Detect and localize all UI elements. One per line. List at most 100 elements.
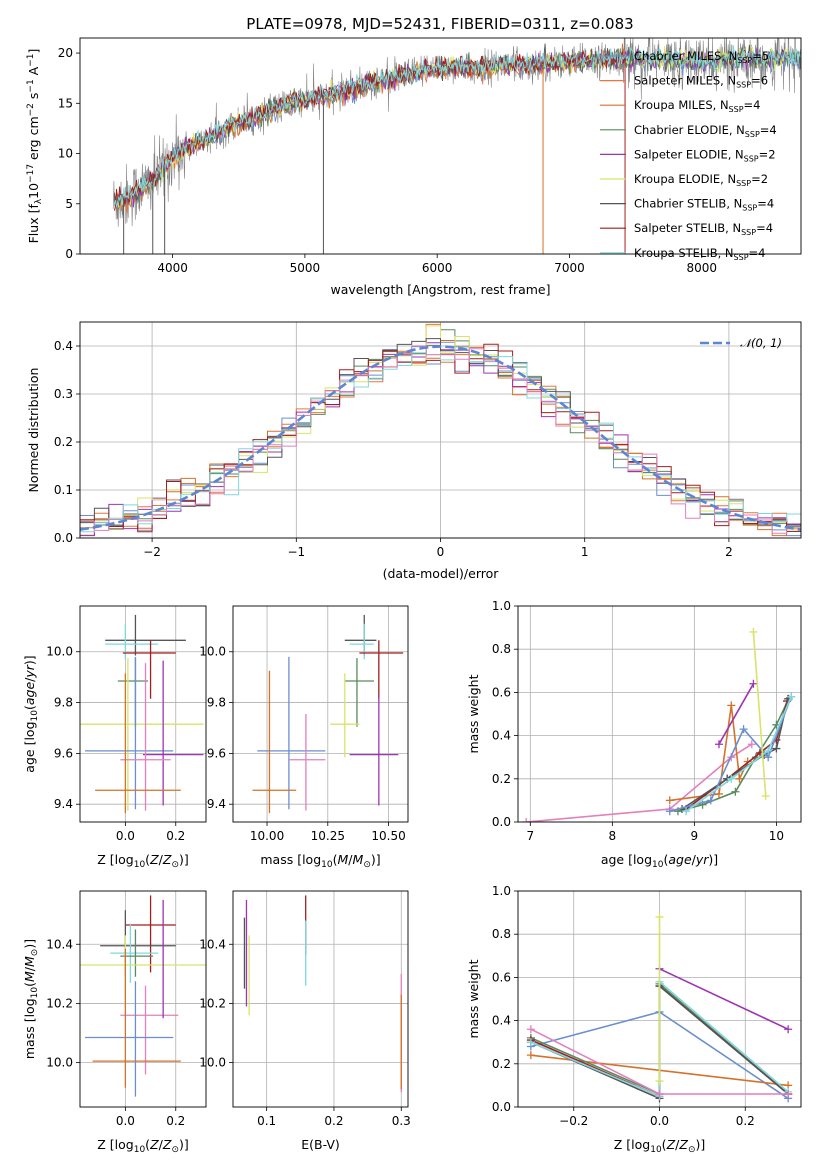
label-part: Z — [678, 1137, 688, 1152]
legend-label: Salpeter STELIB, NSSP=4 — [634, 221, 773, 237]
y-tick-label: 0.8 — [492, 927, 511, 941]
y-tick-label: 0.1 — [54, 483, 73, 497]
x-tick-label: 0 — [437, 545, 445, 559]
x-axis-label: E(B-V) — [301, 1137, 340, 1152]
residuals-panel: −2 −1 0 1 2 0.0 0.1 0.2 0.3 0.4 𝒩(0, 1) (data-model… — [26, 321, 802, 581]
legend-label: Salpeter MILES, NSSP=6 — [634, 74, 768, 90]
data-point — [110, 923, 159, 983]
legend-n: =2 — [751, 172, 768, 186]
x-axis-label: Z [log10(Z/Z⊙)] — [97, 852, 189, 870]
axes-frame — [517, 890, 802, 1108]
legend-n: =4 — [744, 98, 761, 112]
label-part: 10 — [652, 860, 664, 870]
y-tick-label: 0.6 — [492, 685, 511, 699]
legend-sub: SSP — [736, 179, 751, 188]
legend-label: 𝒩(0, 1) — [740, 336, 782, 350]
data-point — [120, 663, 171, 811]
series-line — [659, 968, 789, 1030]
y-tick-label: 0.3 — [54, 387, 73, 401]
weight-series — [682, 692, 796, 816]
label-part: 10 — [26, 183, 41, 199]
x-tick-label: 7 — [526, 829, 534, 843]
y-tick-label: 0.6 — [492, 970, 511, 984]
label-part: M — [353, 852, 364, 867]
x-axis-label: Z [log10(Z/Z⊙)] — [97, 1137, 189, 1155]
series-marker — [522, 818, 531, 822]
series-line — [718, 683, 755, 745]
legend-entry: Salpeter ELODIE, NSSP=2 — [600, 147, 776, 163]
y-tick-label: 10.4 — [46, 937, 73, 951]
legend-label: Salpeter ELODIE, NSSP=2 — [634, 147, 776, 163]
label-part: / — [159, 852, 164, 867]
label-part: ( — [22, 705, 37, 710]
legend-text: Kroupa ELODIE, N — [634, 172, 736, 186]
legend-text: Salpeter MILES, N — [634, 74, 736, 88]
label-part: mass [log — [260, 852, 321, 867]
legend-n: =2 — [759, 147, 776, 161]
normal-curve — [80, 345, 801, 531]
series-marker — [761, 792, 770, 801]
label-part: / — [159, 1137, 164, 1152]
label-part: Z [log — [97, 1137, 133, 1152]
data-point — [125, 895, 176, 973]
series-marker — [655, 1090, 664, 1099]
label-part: age [log — [601, 852, 652, 867]
x-tick-label: 6000 — [422, 261, 453, 275]
x-tick-label: 0.2 — [166, 1114, 185, 1128]
weight-series — [655, 912, 664, 1086]
x-tick-label: 2 — [725, 545, 733, 559]
data-point — [122, 640, 176, 699]
series-marker — [764, 746, 773, 755]
label-part: −1 — [26, 54, 36, 67]
legend-text: Chabrier STELIB, N — [634, 197, 742, 211]
series-line — [677, 698, 790, 812]
x-axis-label: Z [log10(Z/Z⊙)] — [614, 1137, 706, 1155]
spectrum-panel: 4000 5000 6000 7000 8000 0 5 10 15 20 Chabrier MIL… — [26, 37, 802, 297]
label-part: 10 — [134, 860, 146, 870]
y-tick-label: 10.0 — [46, 645, 73, 659]
x-tick-label: 5000 — [290, 261, 321, 275]
y-tick-label: 0.2 — [492, 1057, 511, 1071]
y-tick-label: 10.0 — [46, 1056, 73, 1070]
y-tick-label: 0.4 — [492, 729, 511, 743]
series-marker — [749, 627, 758, 636]
legend-text: Chabrier ELODIE, N — [634, 123, 745, 137]
legend-label: Chabrier STELIB, NSSP=4 — [634, 197, 774, 213]
axes-frame — [232, 890, 409, 1108]
x-tick-label: 7000 — [554, 261, 585, 275]
series-marker — [665, 796, 674, 805]
y-tick-label: 0.4 — [492, 1014, 511, 1028]
x-tick-label: 0.2 — [736, 1114, 755, 1128]
weight-series — [673, 694, 793, 816]
data-point — [349, 696, 399, 806]
legend-sub: SSP — [742, 204, 757, 213]
legend-entry: Chabrier MILES, NSSP=5 — [600, 49, 769, 65]
legend-sub: SSP — [745, 130, 760, 139]
series-line — [752, 631, 767, 797]
label-part: yr — [695, 852, 709, 867]
x-tick-label: 0.0 — [650, 1114, 669, 1128]
legend-n: =4 — [756, 221, 773, 235]
y-axis-label: Normed distribution — [26, 368, 41, 493]
legend-sub: SSP — [734, 253, 749, 262]
legend-sub: SSP — [744, 154, 759, 163]
data-point — [120, 985, 179, 1075]
legend-label: Chabrier ELODIE, NSSP=4 — [634, 123, 777, 139]
y-tick-label: 0.2 — [492, 772, 511, 786]
series-marker — [714, 740, 723, 749]
label-part: ( — [663, 852, 668, 867]
model-spectrum-line — [113, 49, 625, 211]
y-axis-label: mass [log10(M/M⊙)] — [22, 939, 40, 1059]
data-point — [344, 614, 377, 656]
x-tick-label: 0.0 — [116, 829, 135, 843]
weight-vs-age-panel: 7 8 9 10 0.0 0.2 0.4 0.6 0.8 1.0 mass weight age [l… — [466, 599, 802, 870]
legend-n: =4 — [757, 197, 774, 211]
y-tick-label: 20 — [58, 46, 73, 60]
x-axis-label: wavelength [Angstrom, rest frame] — [330, 282, 550, 297]
spectrum-title: PLATE=0978, MJD=52431, FIBERID=0311, z=0… — [246, 15, 633, 33]
x-axis-label: (data-model)/error — [383, 566, 500, 581]
legend-entry: Kroupa STELIB, NSSP=4 — [600, 246, 765, 262]
legend-n: =5 — [752, 49, 769, 63]
label-part: s — [26, 93, 41, 104]
series-marker — [784, 1025, 793, 1034]
